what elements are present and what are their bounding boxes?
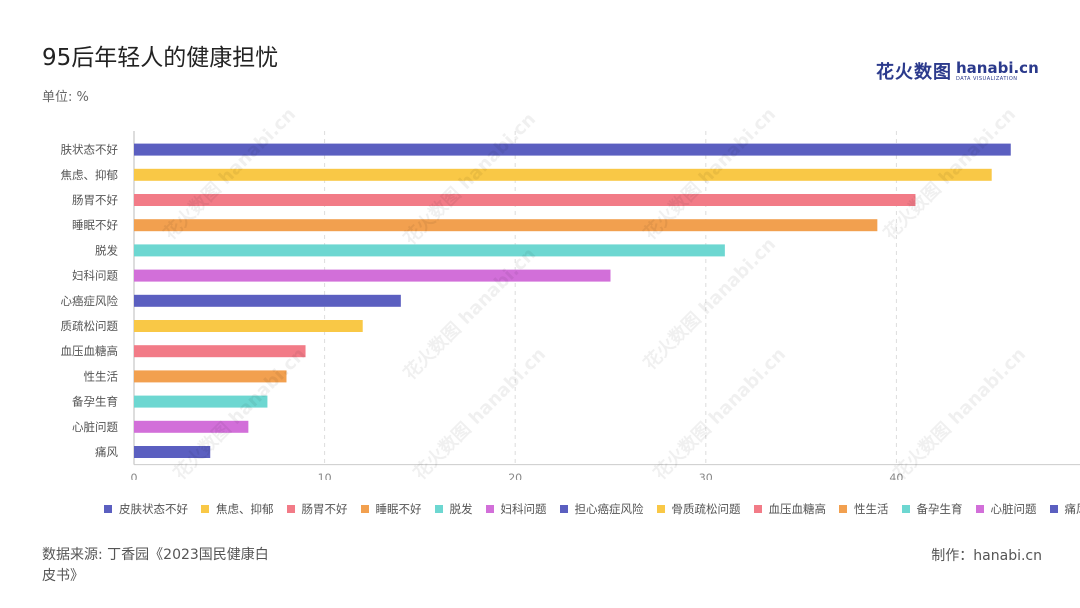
bar	[134, 446, 211, 458]
legend-item: 备孕生育	[901, 501, 963, 517]
logo-cn-text: 花火数图	[876, 62, 952, 83]
category-label: 肠胃不好	[72, 193, 118, 207]
legend-swatch	[201, 505, 209, 513]
legend-label: 担心癌症风险	[574, 502, 644, 516]
bar	[134, 168, 992, 181]
legend-item: 血压血糖高	[753, 501, 827, 517]
legend-swatch	[104, 505, 112, 513]
bar	[134, 219, 878, 232]
bar	[134, 420, 249, 433]
legend-swatch	[286, 505, 295, 513]
legend-item: 睡眠不好	[360, 501, 422, 517]
category-labels: 肤状态不好焦虑、抑郁肠胃不好睡眠不好脱发妇科问题心癌症风险质疏松问题血压血糖高性…	[61, 143, 119, 459]
bar	[134, 395, 268, 408]
legend-item: 性生活	[839, 501, 889, 517]
legend-swatch	[656, 505, 665, 513]
legend-swatch	[434, 505, 443, 513]
x-axis-ticks: 0 10 20 30 40	[131, 472, 904, 480]
legend-label: 皮肤状态不好	[119, 502, 188, 516]
bar	[134, 294, 401, 307]
unit-label: 单位: %	[42, 90, 89, 105]
category-label: 性生活	[84, 369, 119, 383]
logo-en-text: hanabi.cn	[956, 58, 1039, 77]
legend-swatch	[901, 505, 910, 513]
category-label: 备孕生育	[72, 395, 118, 409]
category-label: 痛风	[95, 445, 118, 459]
category-label: 脱发	[95, 243, 118, 257]
legend-item: 担心癌症风险	[559, 501, 644, 517]
x-tick-label: 30	[699, 472, 713, 480]
category-label: 睡眠不好	[72, 218, 118, 232]
x-tick-label: 10	[318, 472, 332, 480]
bar	[134, 244, 725, 257]
logo-en-block: hanabi.cn DATA VISUALIZATION	[956, 58, 1039, 82]
bars	[134, 143, 1011, 458]
bar-chart: 肤状态不好焦虑、抑郁肠胃不好睡眠不好脱发妇科问题心癌症风险质疏松问题血压血糖高性…	[61, 131, 1080, 480]
legend-label: 焦虑、抑郁	[216, 502, 274, 516]
x-tick-label: 40	[889, 472, 903, 480]
legend-item: 皮肤状态不好	[104, 501, 188, 517]
legend-label: 性生活	[854, 502, 889, 516]
credit-label: 制作：hanabi.cn	[931, 548, 1042, 564]
legend-label: 心脏问题	[990, 502, 1037, 516]
legend-swatch	[360, 505, 369, 513]
legend-swatch	[1049, 505, 1058, 513]
legend-item: 妇科问题	[485, 501, 547, 517]
legend-label: 肠胃不好	[301, 502, 348, 516]
legend-label: 血压血糖高	[768, 502, 827, 516]
legend-swatch	[975, 505, 984, 513]
chart-title: 95后年轻人的健康担忧	[42, 45, 279, 71]
legend-swatch	[753, 505, 762, 513]
legend-label: 备孕生育	[916, 502, 963, 516]
legend-swatch	[559, 505, 568, 513]
x-tick-label: 0	[131, 472, 138, 480]
data-source: 数据来源: 丁香园《2023国民健康白皮书》	[42, 547, 269, 584]
legend-swatch	[839, 505, 847, 513]
bar	[134, 269, 611, 282]
category-label: 血压血糖高	[61, 344, 119, 358]
legend-label: 骨质疏松问题	[671, 502, 741, 516]
category-label: 焦虑、抑郁	[61, 168, 119, 182]
legend-swatch	[485, 505, 494, 513]
category-label: 肤状态不好	[61, 143, 119, 157]
legend-item: 肠胃不好	[286, 501, 348, 517]
category-label: 质疏松问题	[61, 319, 119, 333]
legend-label: 妇科问题	[500, 502, 547, 516]
x-tick-label: 20	[508, 472, 522, 480]
legend-item: 骨质疏松问题	[656, 501, 741, 517]
legend-item: 心脏问题	[975, 501, 1037, 517]
bar	[134, 320, 363, 332]
legend-label: 脱发	[449, 502, 473, 516]
category-label: 心癌症风险	[61, 294, 119, 308]
brand-logo: 花火数图 hanabi.cn DATA VISUALIZATION	[876, 58, 1039, 84]
chart-legend: 皮肤状态不好 焦虑、抑郁 肠胃不好 睡眠不好 脱发 妇科问题 担心癌症风险 骨质疏松问题 血压血…	[104, 501, 1080, 519]
category-label: 心脏问题	[72, 420, 118, 434]
category-label: 妇科问题	[72, 269, 118, 283]
legend-item: 脱发	[434, 501, 473, 517]
legend-item: 痛风	[1049, 501, 1080, 517]
logo-sub-text: DATA VISUALIZATION	[956, 75, 1018, 82]
legend-item: 焦虑、抑郁	[201, 501, 274, 517]
bar	[134, 345, 306, 358]
legend-label: 睡眠不好	[375, 502, 422, 516]
bar	[134, 370, 287, 383]
legend-label: 痛风	[1064, 502, 1080, 516]
bar	[134, 194, 916, 206]
bar	[134, 143, 1011, 156]
